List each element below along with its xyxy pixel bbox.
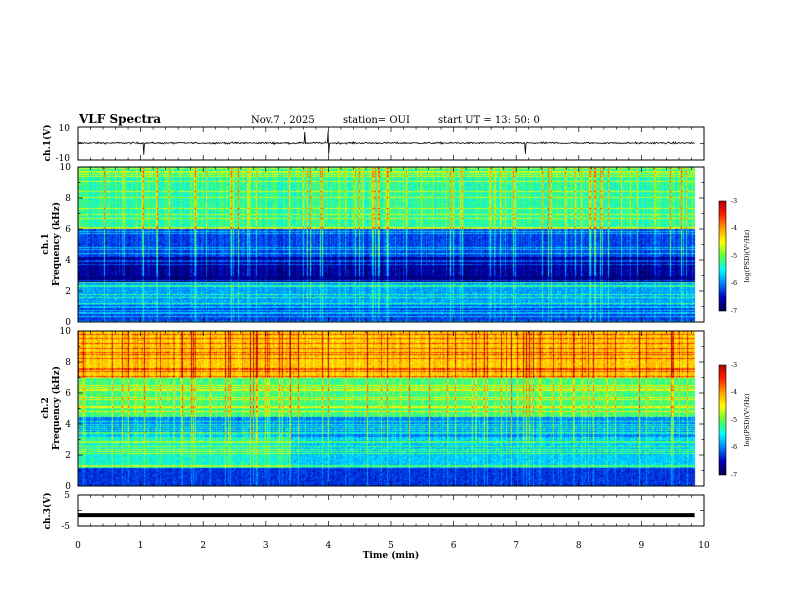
- ch2-spec-ytick-label: 0: [65, 482, 71, 492]
- xtick-label: 1: [138, 541, 144, 551]
- ch1-spec-ylabel-channel: ch.1: [41, 233, 51, 254]
- ch1-colorbar-label: log(PSD)(V²/Hz): [743, 229, 751, 282]
- ch1-spec-ytick-label: 0: [65, 318, 71, 328]
- xtick-label: 5: [388, 541, 394, 551]
- ch2-spec-ytick-label: 6: [65, 389, 71, 399]
- ch1-colorbar-tick: -3: [731, 197, 737, 205]
- xtick-label: 3: [263, 541, 269, 551]
- ch2-spec-ytick-label: 2: [65, 451, 71, 461]
- xtick-label: 10: [698, 541, 710, 551]
- ch1-colorbar-tick: -5: [731, 252, 737, 260]
- ch2-spec-ytick-label: 10: [60, 327, 72, 337]
- xtick-label: 8: [576, 541, 582, 551]
- start-time-label: start UT = 13: 50: 0: [438, 115, 540, 126]
- ch3-ylabel: ch.3(V): [42, 493, 53, 530]
- ch1-spec-ytick-label: 8: [65, 194, 71, 204]
- xtick-label: 0: [75, 541, 81, 551]
- ch1-ytick-label: 10: [59, 124, 71, 134]
- ch1-colorbar-tick: -4: [731, 224, 737, 232]
- ch2-colorbar-tick: -7: [731, 471, 737, 479]
- ch2-colorbar-tick: -4: [731, 388, 737, 396]
- ch1-spectrogram-image: [78, 167, 704, 322]
- ch2-colorbar-tick: -6: [731, 443, 737, 451]
- ch1-colorbar-tick: -6: [731, 279, 737, 287]
- ch1-colorbar: [718, 200, 727, 312]
- ch2-spectrogram-image: [78, 331, 704, 486]
- ch2-spec-ytick-label: 8: [65, 358, 71, 368]
- ch2-spec-ylabel-channel: ch.2: [41, 397, 51, 418]
- xtick-label: 4: [326, 541, 332, 551]
- ch2-spec-ylabel-frequency: Frequency (kHz): [51, 366, 62, 450]
- ch2-colorbar-tick: -3: [731, 361, 737, 369]
- ch3-ytick-label: -5: [61, 522, 70, 532]
- xtick-label: 2: [200, 541, 206, 551]
- ch1-spec-ylabel-frequency: Frequency (kHz): [51, 202, 62, 286]
- xtick-label: 6: [451, 541, 457, 551]
- date-label: Nov.7 , 2025: [251, 115, 315, 126]
- ch3-ytick-label: 5: [64, 491, 70, 501]
- xtick-label: 9: [639, 541, 645, 551]
- ch1-ytick-label: -10: [56, 154, 71, 164]
- ch2-colorbar: [718, 364, 727, 476]
- xtick-label: 7: [513, 541, 519, 551]
- ch2-colorbar-label: log(PSD)(V²/Hz): [743, 393, 751, 446]
- ch1-waveform-trace: [77, 131, 695, 155]
- x-axis-label: Time (min): [363, 550, 420, 561]
- ch1-spec-ytick-label: 2: [65, 287, 71, 297]
- ch1-colorbar-tick: -7: [731, 307, 737, 315]
- ch2-spec-ytick-label: 4: [65, 420, 71, 430]
- chart-title: VLF Spectra: [78, 112, 161, 126]
- station-label: station= OUI: [343, 115, 410, 126]
- ch1-spec-ytick-label: 4: [65, 256, 71, 266]
- axis-ticks: [77, 126, 705, 527]
- ch2-colorbar-tick: -5: [731, 416, 737, 424]
- ch1-ylabel: ch.1(V): [42, 125, 53, 162]
- ch1-spec-ytick-label: 6: [65, 225, 71, 235]
- ch1-spec-ytick-label: 10: [60, 163, 72, 173]
